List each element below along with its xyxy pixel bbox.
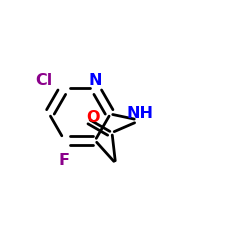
Text: O: O	[86, 110, 100, 125]
Text: Cl: Cl	[36, 74, 53, 88]
Text: N: N	[88, 73, 102, 88]
Text: NH: NH	[127, 106, 154, 120]
Text: F: F	[59, 152, 70, 168]
